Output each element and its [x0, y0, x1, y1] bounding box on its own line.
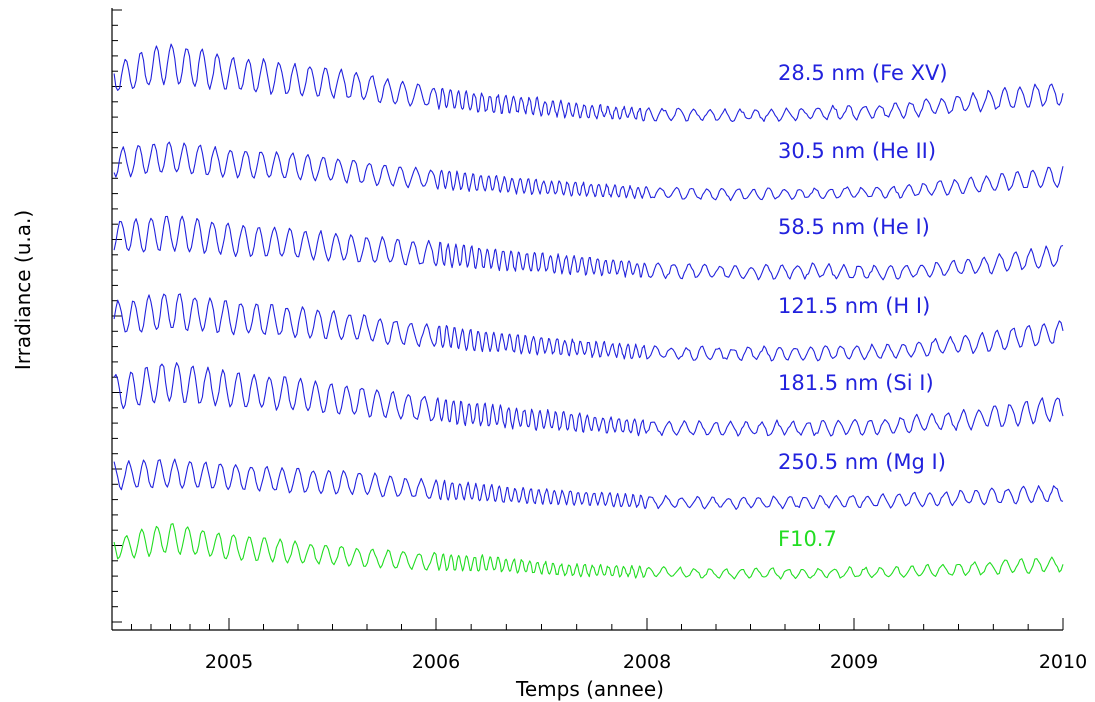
series-label: 121.5 nm (H I)	[778, 294, 930, 318]
series-line	[113, 141, 1064, 202]
series-line	[113, 362, 1064, 437]
x-tick-label: 2008	[623, 651, 671, 673]
y-axis-label: Irradiance (u.a.)	[11, 210, 35, 370]
series-line	[113, 458, 1064, 510]
series-label: 250.5 nm (Mg I)	[778, 450, 946, 474]
series-label: F10.7	[778, 527, 837, 551]
series-label: 30.5 nm (He II)	[778, 139, 936, 163]
series-label: 28.5 nm (Fe XV)	[778, 61, 948, 85]
x-tick-label: 2010	[1039, 651, 1087, 673]
series-label: 181.5 nm (Si I)	[778, 371, 934, 395]
series-line	[113, 293, 1064, 362]
chart-axes: 2005 2006 2008 2009 2010	[111, 8, 1087, 673]
series-group	[113, 43, 1064, 580]
x-tick-label: 2006	[412, 651, 460, 673]
series-line	[113, 523, 1064, 580]
series-line	[113, 215, 1064, 281]
x-tick-label: 2005	[205, 651, 253, 673]
x-tick-label: 2009	[830, 651, 878, 673]
series-labels: 28.5 nm (Fe XV) 30.5 nm (He II) 58.5 nm (H…	[778, 61, 948, 551]
series-line	[113, 43, 1064, 123]
series-label: 58.5 nm (He I)	[778, 215, 930, 239]
x-axis-label: Temps (annee)	[515, 677, 664, 701]
